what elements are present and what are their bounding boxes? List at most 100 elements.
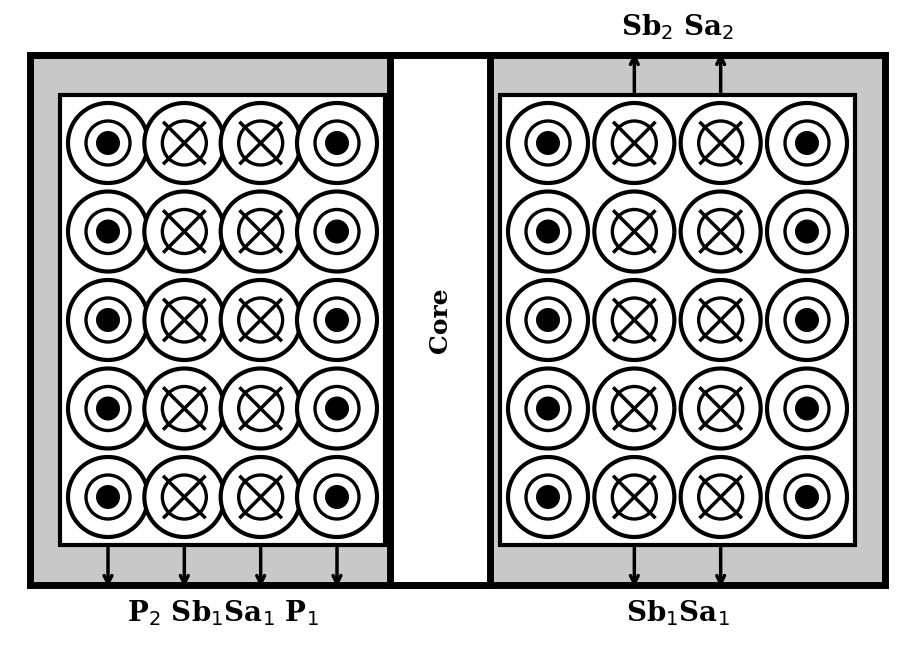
Circle shape xyxy=(239,387,283,430)
Circle shape xyxy=(795,396,819,421)
Circle shape xyxy=(86,298,130,342)
Circle shape xyxy=(221,192,301,271)
Circle shape xyxy=(325,131,349,155)
Bar xyxy=(390,55,490,585)
Circle shape xyxy=(297,103,377,183)
Circle shape xyxy=(595,192,674,271)
Circle shape xyxy=(767,368,847,449)
Circle shape xyxy=(239,121,283,165)
Circle shape xyxy=(68,280,148,360)
Circle shape xyxy=(795,131,819,155)
Circle shape xyxy=(699,387,743,430)
Circle shape xyxy=(297,192,377,271)
Circle shape xyxy=(526,387,570,430)
Circle shape xyxy=(767,280,847,360)
Circle shape xyxy=(221,280,301,360)
Circle shape xyxy=(315,209,359,254)
Circle shape xyxy=(221,368,301,449)
Circle shape xyxy=(595,103,674,183)
Circle shape xyxy=(526,475,570,519)
Circle shape xyxy=(162,298,207,342)
Circle shape xyxy=(315,387,359,430)
Circle shape xyxy=(612,475,656,519)
Circle shape xyxy=(162,121,207,165)
Circle shape xyxy=(508,280,588,360)
Circle shape xyxy=(315,298,359,342)
Circle shape xyxy=(536,485,560,509)
Text: Sb$_1$Sa$_1$: Sb$_1$Sa$_1$ xyxy=(626,598,729,628)
Bar xyxy=(500,95,855,545)
Circle shape xyxy=(162,475,207,519)
Circle shape xyxy=(785,387,829,430)
Circle shape xyxy=(767,192,847,271)
Circle shape xyxy=(96,396,120,421)
Circle shape xyxy=(145,280,224,360)
Circle shape xyxy=(315,121,359,165)
Circle shape xyxy=(239,475,283,519)
Circle shape xyxy=(681,457,760,537)
Bar xyxy=(30,55,885,585)
Circle shape xyxy=(595,280,674,360)
Circle shape xyxy=(595,368,674,449)
Circle shape xyxy=(96,220,120,243)
Circle shape xyxy=(526,298,570,342)
Text: P$_2$ Sb$_1$Sa$_1$ P$_1$: P$_2$ Sb$_1$Sa$_1$ P$_1$ xyxy=(126,598,318,628)
Circle shape xyxy=(86,121,130,165)
Circle shape xyxy=(785,209,829,254)
Circle shape xyxy=(145,103,224,183)
Circle shape xyxy=(297,457,377,537)
Circle shape xyxy=(297,280,377,360)
Circle shape xyxy=(536,396,560,421)
Circle shape xyxy=(536,131,560,155)
Circle shape xyxy=(239,298,283,342)
Circle shape xyxy=(68,457,148,537)
Circle shape xyxy=(145,457,224,537)
Circle shape xyxy=(96,485,120,509)
Circle shape xyxy=(595,457,674,537)
Circle shape xyxy=(86,387,130,430)
Circle shape xyxy=(508,457,588,537)
Circle shape xyxy=(96,308,120,332)
Circle shape xyxy=(785,475,829,519)
Circle shape xyxy=(785,298,829,342)
Circle shape xyxy=(699,475,743,519)
Circle shape xyxy=(325,308,349,332)
Circle shape xyxy=(536,220,560,243)
Circle shape xyxy=(526,209,570,254)
Circle shape xyxy=(795,308,819,332)
Circle shape xyxy=(221,103,301,183)
Circle shape xyxy=(68,192,148,271)
Circle shape xyxy=(612,209,656,254)
Circle shape xyxy=(96,131,120,155)
Circle shape xyxy=(681,280,760,360)
Circle shape xyxy=(86,475,130,519)
Circle shape xyxy=(325,485,349,509)
Circle shape xyxy=(699,209,743,254)
Circle shape xyxy=(699,121,743,165)
Circle shape xyxy=(681,192,760,271)
Circle shape xyxy=(86,209,130,254)
Circle shape xyxy=(785,121,829,165)
Circle shape xyxy=(325,396,349,421)
Circle shape xyxy=(315,475,359,519)
Circle shape xyxy=(767,457,847,537)
Circle shape xyxy=(536,308,560,332)
Circle shape xyxy=(795,485,819,509)
Text: Sb$_2$ Sa$_2$: Sb$_2$ Sa$_2$ xyxy=(621,12,734,42)
Text: Core: Core xyxy=(428,287,452,353)
Circle shape xyxy=(162,387,207,430)
Circle shape xyxy=(325,220,349,243)
Circle shape xyxy=(612,387,656,430)
Circle shape xyxy=(221,457,301,537)
Circle shape xyxy=(681,368,760,449)
Circle shape xyxy=(239,209,283,254)
Circle shape xyxy=(297,368,377,449)
Circle shape xyxy=(508,368,588,449)
Circle shape xyxy=(68,368,148,449)
Circle shape xyxy=(795,220,819,243)
Circle shape xyxy=(145,192,224,271)
Circle shape xyxy=(508,192,588,271)
Circle shape xyxy=(68,103,148,183)
Circle shape xyxy=(681,103,760,183)
Circle shape xyxy=(612,121,656,165)
